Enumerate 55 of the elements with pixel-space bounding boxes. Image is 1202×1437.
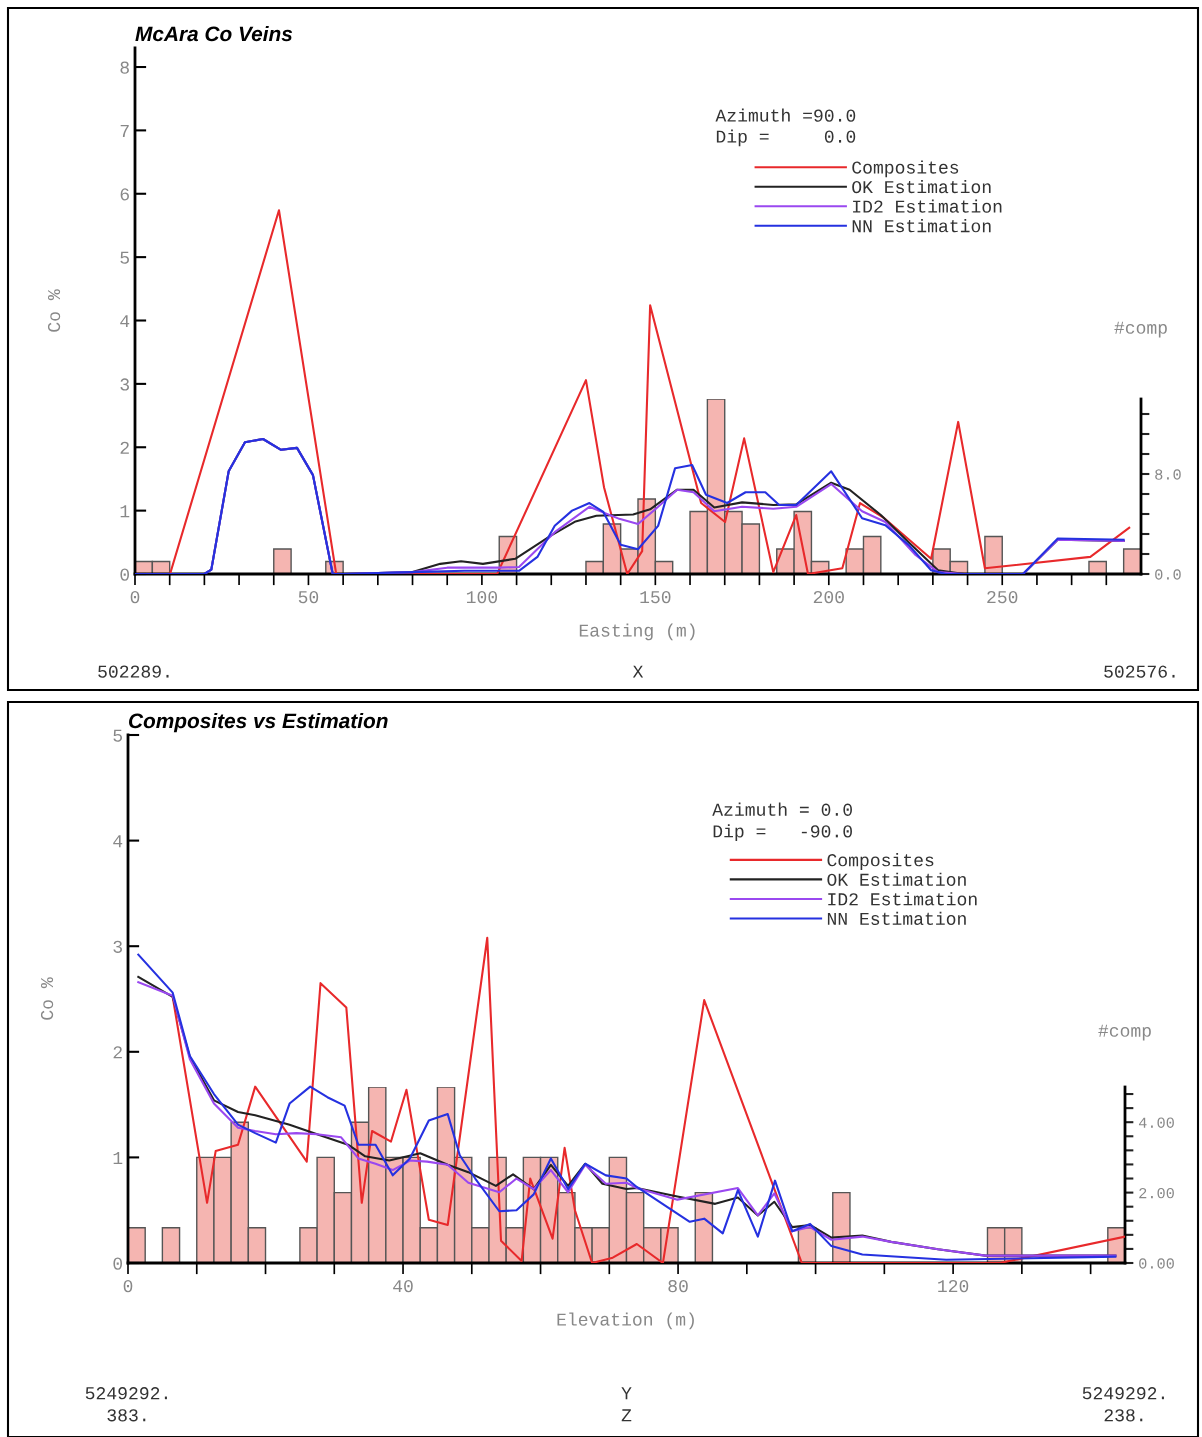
y-tick-label: 4 (113, 835, 123, 848)
y2-axis-title: #comp (1098, 1024, 1151, 1041)
y-tick-label: 0 (113, 1257, 123, 1270)
annotation: Azimuth =90.0 (715, 108, 856, 122)
y-axis-title: Co % (40, 977, 54, 1020)
legend-label: NN Estimation (852, 219, 991, 233)
y-tick-label: 1 (120, 505, 130, 518)
y2-tick-label: 4.00 (1138, 1117, 1174, 1128)
chart-title: McAra Co Veins (135, 25, 293, 42)
text: 5249292. 383. (85, 1387, 167, 1422)
legend-label: Composites (827, 853, 934, 870)
x-tick-label: 0 (130, 590, 140, 604)
x-tick-label: 40 (393, 1279, 413, 1293)
x-tick-label: 120 (938, 1279, 969, 1293)
y2-axis-title: #comp (1114, 321, 1167, 338)
x-tick-label: 50 (298, 590, 319, 604)
y-tick-label: 3 (113, 940, 122, 953)
legend-label: OK Estimation (827, 872, 966, 886)
chart-title: Composites vs Estimation (129, 712, 388, 733)
y-tick-label: 2 (113, 1046, 122, 1059)
text: 5249292. 238. (1082, 1387, 1164, 1422)
text: 502576. (1104, 665, 1175, 678)
y-tick-label: 5 (113, 729, 122, 742)
y-axis-title: Co % (47, 289, 61, 332)
y-tick-label: 8 (120, 61, 129, 74)
y-tick-label: 5 (120, 251, 129, 264)
y-tick-label: 4 (120, 315, 130, 328)
y-tick-label: 0 (120, 568, 130, 581)
x-tick-label: 80 (668, 1279, 688, 1293)
y-tick-label: 7 (120, 125, 129, 137)
y2-tick-label: 8.0 (1155, 469, 1181, 480)
text: Y Z (621, 1387, 632, 1422)
y-tick-label: 1 (113, 1152, 123, 1164)
x-axis-title: Elevation (m) (557, 1312, 694, 1330)
annotation: Dip = 0.0 (716, 129, 856, 147)
x-tick-label: 100 (466, 590, 498, 604)
annotation: Azimuth = 0.0 (712, 802, 852, 816)
x-tick-label: 200 (813, 590, 844, 604)
x-tick-label: 150 (640, 590, 671, 604)
y2-tick-label: 2.00 (1139, 1187, 1174, 1199)
y-tick-label: 3 (120, 378, 129, 391)
legend-label: ID2 Estimation (853, 199, 1002, 213)
legend-label: Composites (852, 160, 959, 178)
legend-label: OK Estimation (852, 179, 991, 194)
annotation: Dip = -90.0 (713, 824, 852, 842)
y-tick-label: 6 (120, 188, 129, 201)
y2-tick-label: 0.0 (1155, 569, 1181, 580)
legend-label: ID2 Estimation (828, 892, 977, 906)
x-tick-label: 250 (987, 590, 1018, 604)
legend-label: NN Estimation (827, 911, 966, 925)
x-axis-title: Easting (m) (579, 623, 695, 641)
y-tick-label: 2 (120, 441, 129, 454)
y2-tick-label: 0.00 (1139, 1258, 1174, 1269)
text: 502289. (98, 665, 169, 678)
text: X (632, 665, 644, 678)
